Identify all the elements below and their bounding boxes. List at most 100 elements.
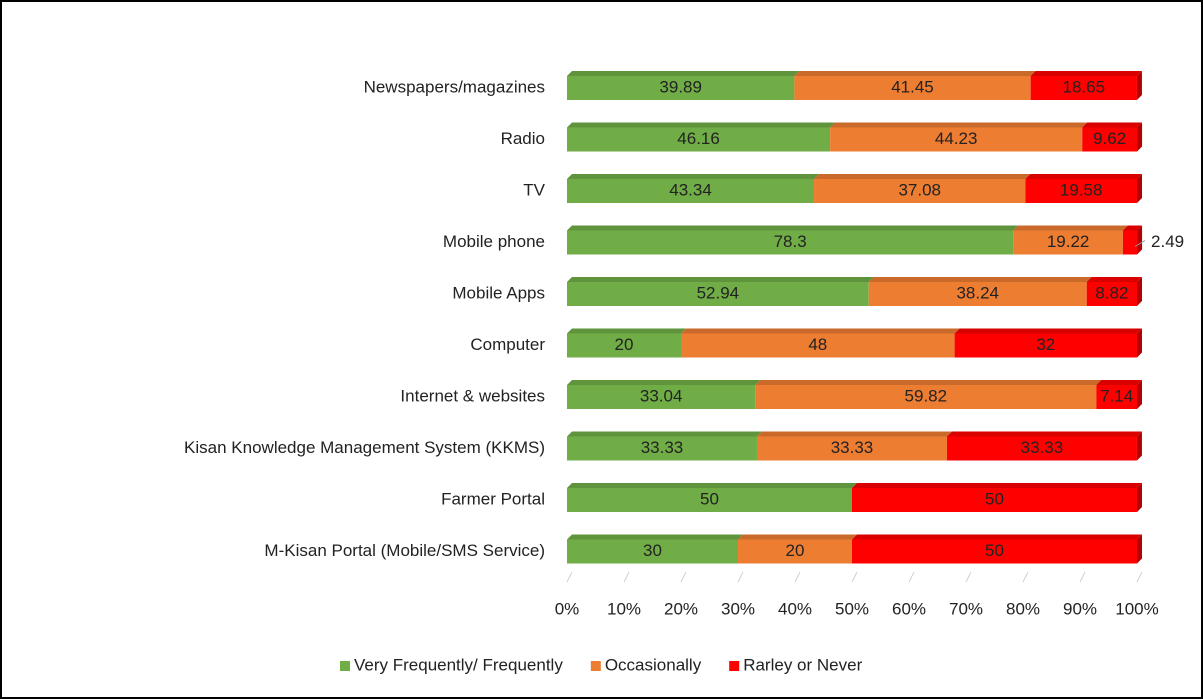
bar-side	[1137, 122, 1143, 152]
bar-top	[794, 71, 1036, 76]
bar-side	[1137, 225, 1143, 255]
bar	[830, 127, 1083, 152]
bar-top	[567, 534, 743, 540]
data-label: 46.16	[677, 129, 720, 148]
bar-top	[567, 380, 761, 385]
x-tick-label: 60%	[892, 599, 926, 618]
data-label: 7.14	[1100, 386, 1133, 405]
bar	[1013, 230, 1123, 255]
bar-top	[946, 431, 1142, 437]
data-label: 50	[985, 541, 1004, 560]
x-tick-label: 100%	[1115, 599, 1158, 618]
bar-top	[1082, 122, 1143, 128]
bar-top	[567, 174, 820, 179]
leader-line	[1134, 240, 1146, 247]
bar-side	[1136, 431, 1142, 461]
bar	[567, 436, 757, 461]
data-label: 33.04	[640, 386, 683, 405]
x-tick	[1079, 571, 1086, 583]
category-label: TV	[523, 180, 545, 199]
bar	[1030, 76, 1137, 100]
x-tick	[908, 571, 915, 583]
bar	[567, 127, 831, 152]
category-label: M-Kisan Portal (Mobile/SMS Service)	[264, 541, 545, 560]
bar	[567, 282, 869, 306]
bar-top	[567, 225, 1019, 231]
bar	[954, 333, 1137, 358]
bar-side	[1137, 380, 1142, 409]
category-label: Internet & websites	[400, 386, 545, 405]
bar-side	[1137, 277, 1142, 306]
bar-top	[567, 431, 762, 437]
bar-top	[1030, 71, 1142, 76]
x-tick	[851, 571, 858, 583]
category-label: Farmer Portal	[441, 489, 545, 508]
bar-top	[814, 174, 1031, 179]
x-tick-label: 90%	[1063, 599, 1097, 618]
data-label: 59.82	[905, 386, 948, 405]
bar-top	[1025, 174, 1142, 179]
x-tick-label: 20%	[664, 599, 698, 618]
bar-top	[738, 534, 857, 540]
bar-side	[1137, 174, 1142, 203]
legend-swatch	[590, 661, 601, 671]
x-tick	[1022, 571, 1029, 583]
bar	[1025, 179, 1137, 203]
data-label: 52.94	[697, 283, 740, 302]
x-tick-label: 40%	[778, 599, 812, 618]
bar-side	[1137, 483, 1142, 512]
x-tick	[623, 571, 630, 583]
bar-top	[868, 277, 1092, 282]
bar	[1082, 127, 1138, 152]
data-label: 19.22	[1047, 232, 1090, 251]
bar-top	[756, 431, 952, 437]
x-tick	[965, 571, 972, 583]
bar-top	[567, 122, 836, 128]
bar	[756, 436, 947, 461]
bar	[567, 76, 795, 100]
legend-label: Rarley or Never	[743, 655, 862, 674]
bar	[567, 488, 852, 512]
legend-label: Very Frequently/ Frequently	[354, 655, 563, 674]
data-label: 20	[615, 335, 634, 354]
bar-side	[1137, 534, 1142, 564]
bar	[567, 179, 815, 203]
bar-top	[852, 483, 1142, 488]
category-label: Newspapers/magazines	[364, 77, 545, 96]
data-label: 43.34	[669, 180, 712, 199]
data-label: 9.62	[1093, 129, 1126, 148]
data-label: 39.89	[659, 77, 702, 96]
bar	[567, 539, 738, 564]
x-tick-label: 70%	[949, 599, 983, 618]
data-label: 38.24	[956, 283, 999, 302]
bar	[567, 230, 1014, 255]
category-label: Mobile phone	[443, 232, 545, 251]
data-label: 78.3	[774, 232, 807, 251]
data-label: 44.23	[935, 129, 978, 148]
data-label: 19.58	[1060, 180, 1103, 199]
x-tick-label: 80%	[1006, 599, 1040, 618]
data-label: 50	[985, 489, 1004, 508]
category-label: Kisan Knowledge Management System (KKMS)	[184, 438, 545, 457]
bar	[681, 333, 955, 358]
bar	[794, 76, 1031, 100]
bar-top	[681, 328, 960, 334]
bar	[1122, 230, 1138, 255]
bar-top	[567, 328, 686, 334]
bar	[852, 539, 1137, 564]
legend-swatch	[340, 661, 350, 671]
bar-top	[755, 380, 1102, 385]
legend-label: Occasionally	[605, 655, 702, 674]
data-label: 8.82	[1095, 283, 1128, 302]
data-label: 20	[786, 541, 805, 560]
data-label: 33.33	[831, 438, 874, 457]
data-label: 30	[643, 541, 662, 560]
x-tick	[794, 571, 801, 583]
data-label: 18.65	[1063, 77, 1106, 96]
data-label: 50	[700, 489, 719, 508]
x-tick-label: 10%	[607, 599, 641, 618]
category-label: Mobile Apps	[452, 283, 545, 302]
bar-top	[567, 483, 857, 488]
bar-side	[1137, 328, 1142, 358]
x-tick	[566, 571, 573, 583]
